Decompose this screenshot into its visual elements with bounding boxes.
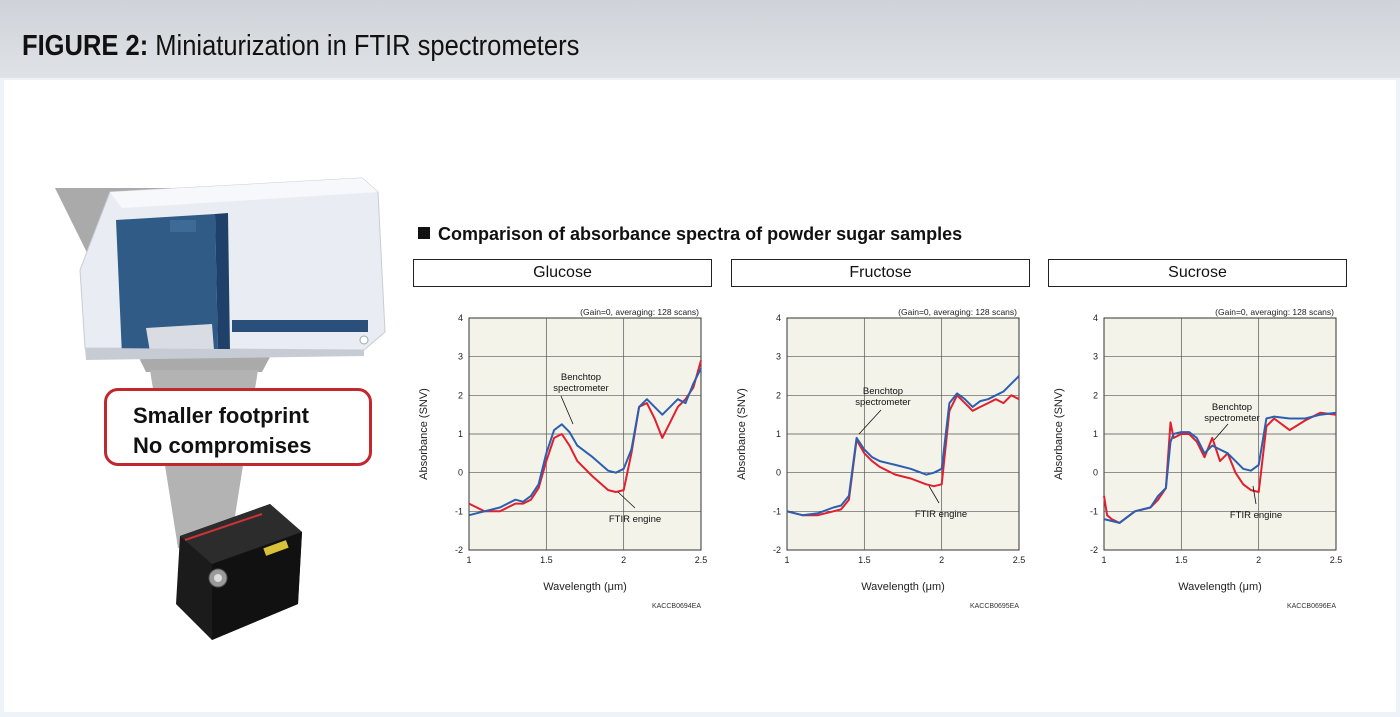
bullet-square-icon xyxy=(418,227,430,239)
y-tick-label: 2 xyxy=(1093,390,1098,400)
section-title-text: Comparison of absorbance spectra of powd… xyxy=(438,224,963,244)
x-tick-label: 1.5 xyxy=(858,555,871,565)
ftir-engine-module-image xyxy=(176,504,302,640)
y-axis-label: Absorbance (SNV) xyxy=(1053,388,1065,480)
ftir-engine-spectrum-line xyxy=(786,394,1020,517)
y-axis-label: Absorbance (SNV) xyxy=(736,388,748,480)
y-tick-label: 0 xyxy=(1093,468,1098,478)
figure-label: FIGURE 2: xyxy=(22,30,149,62)
benchtop-annotation-leader xyxy=(858,409,882,435)
figure-code: KACCB0694EA xyxy=(652,603,701,610)
acquisition-note: (Gain=0, averaging: 128 scans) xyxy=(898,307,1017,317)
benchtop-spectrometer-image xyxy=(79,177,386,360)
y-tick-label: 3 xyxy=(776,352,781,362)
ftir-annotation-leader xyxy=(1252,485,1257,505)
benchtop-spectrum-line xyxy=(468,367,702,517)
footprint-callout: Smaller footprint No compromises xyxy=(104,388,372,466)
x-tick-label: 1 xyxy=(1101,555,1106,565)
ftir-annotation-label: FTIR engine xyxy=(609,514,661,525)
x-tick-label: 1.5 xyxy=(1175,555,1188,565)
figure-code: KACCB0696EA xyxy=(1287,603,1336,610)
y-tick-label: -1 xyxy=(773,506,781,516)
ftir-annotation-label: FTIR engine xyxy=(915,509,967,520)
benchtop-annotation-label: spectrometer xyxy=(553,383,608,394)
x-tick-label: 1 xyxy=(466,555,471,565)
y-tick-label: 1 xyxy=(776,429,781,439)
x-axis-label: Wavelength (μm) xyxy=(861,581,945,593)
x-axis-label: Wavelength (μm) xyxy=(1178,581,1262,593)
benchtop-annotation-label: Benchtop xyxy=(863,386,903,397)
y-tick-label: 2 xyxy=(458,390,463,400)
benchtop-annotation-label: spectrometer xyxy=(1204,413,1259,424)
y-tick-label: 3 xyxy=(1093,352,1098,362)
x-tick-label: 2 xyxy=(1256,555,1261,565)
y-tick-label: -1 xyxy=(455,506,463,516)
x-axis-label: Wavelength (μm) xyxy=(543,581,627,593)
y-tick-label: 0 xyxy=(776,468,781,478)
panel-title-glucose: Glucose xyxy=(413,259,712,287)
ftir-annotation-leader xyxy=(928,485,940,504)
product-illustration xyxy=(55,177,386,640)
acquisition-note: (Gain=0, averaging: 128 scans) xyxy=(1215,307,1334,317)
benchtop-annotation-leader xyxy=(1213,423,1229,441)
panel-title-sucrose: Sucrose xyxy=(1048,259,1347,287)
y-tick-label: 3 xyxy=(458,352,463,362)
acquisition-note: (Gain=0, averaging: 128 scans) xyxy=(580,307,699,317)
y-tick-label: 1 xyxy=(1093,429,1098,439)
x-tick-label: 2 xyxy=(939,555,944,565)
y-tick-label: 4 xyxy=(458,313,463,323)
x-tick-label: 1 xyxy=(784,555,789,565)
figure-caption: Miniaturization in FTIR spectrometers xyxy=(155,30,580,62)
benchtop-annotation-label: Benchtop xyxy=(561,372,601,383)
benchtop-annotation-label: spectrometer xyxy=(855,397,910,408)
y-tick-label: 0 xyxy=(458,468,463,478)
y-tick-label: -2 xyxy=(1090,545,1098,555)
x-tick-label: 2.5 xyxy=(1013,555,1026,565)
benchtop-spectrum-line xyxy=(786,375,1020,517)
x-tick-label: 1.5 xyxy=(540,555,553,565)
y-tick-label: -1 xyxy=(1090,506,1098,516)
figure-header: FIGURE 2: Miniaturization in FTIR spectr… xyxy=(0,0,1400,78)
y-tick-label: -2 xyxy=(455,545,463,555)
benchtop-annotation-leader xyxy=(560,395,574,425)
ftir-annotation-leader xyxy=(617,491,636,509)
y-tick-label: 4 xyxy=(776,313,781,323)
x-tick-label: 2.5 xyxy=(695,555,708,565)
x-tick-label: 2 xyxy=(621,555,626,565)
ftir-annotation-label: FTIR engine xyxy=(1230,510,1282,521)
figure-title: FIGURE 2: Miniaturization in FTIR spectr… xyxy=(22,30,579,63)
figure-code: KACCB0695EA xyxy=(970,603,1019,610)
callout-line-1: Smaller footprint xyxy=(133,403,310,428)
x-tick-label: 2.5 xyxy=(1330,555,1343,565)
y-tick-label: 4 xyxy=(1093,313,1098,323)
y-tick-label: 2 xyxy=(776,390,781,400)
panel-title-fructose: Fructose xyxy=(731,259,1030,287)
y-tick-label: -2 xyxy=(773,545,781,555)
y-tick-label: 1 xyxy=(458,429,463,439)
benchtop-annotation-label: Benchtop xyxy=(1212,402,1252,413)
y-axis-label: Absorbance (SNV) xyxy=(418,388,430,480)
callout-line-2: No compromises xyxy=(133,433,312,458)
benchtop-spectrum-line xyxy=(1103,411,1337,524)
ftir-engine-spectrum-line xyxy=(468,360,702,513)
section-title: Comparison of absorbance spectra of powd… xyxy=(418,224,962,245)
